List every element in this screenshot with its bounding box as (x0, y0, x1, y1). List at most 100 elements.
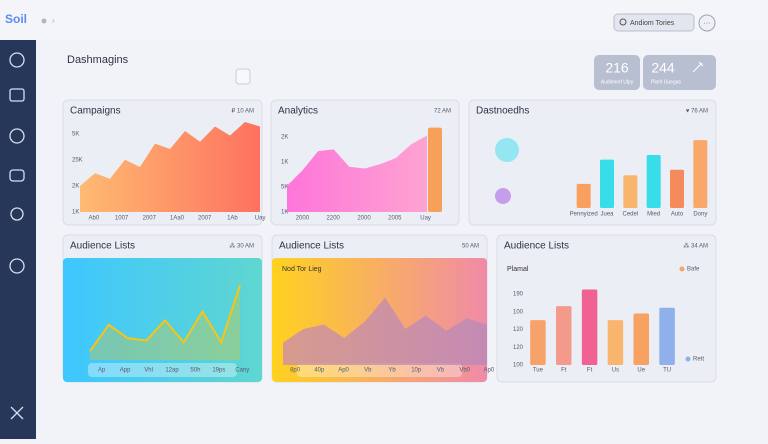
x-axis-label: TU (663, 368, 671, 374)
bar (556, 306, 572, 365)
x-axis-label: App (120, 368, 131, 374)
card-title: Audience Lists (279, 241, 344, 252)
search-text: Andiom Tories (630, 20, 675, 27)
x-axis-label: 1007 (115, 216, 129, 222)
x-axis-label: Uay (255, 216, 266, 222)
bar (530, 320, 546, 365)
legend-label: Rett (693, 357, 704, 363)
legend-swatch (685, 356, 691, 362)
stat-label: Audiened Ulpy (601, 79, 634, 85)
x-axis-label: Vb0 (459, 368, 470, 374)
y-axis-label: 100 (513, 309, 524, 315)
nav-icon[interactable] (9, 169, 25, 182)
y-axis-label: 2K (281, 135, 288, 141)
y-axis-label: 1K (72, 210, 79, 216)
search-icon (619, 18, 627, 26)
x-axis-label: 8p0 (290, 368, 301, 374)
logo: Soil (5, 12, 27, 26)
x-axis-label: Ap (98, 368, 106, 374)
card (496, 234, 717, 383)
line (89, 284, 241, 352)
x-axis-label: Auto (671, 212, 684, 218)
bubble (495, 188, 511, 204)
x-axis-label: Ue (637, 368, 645, 374)
x-axis-label: Vhl (144, 368, 153, 374)
cursor-icon (235, 68, 251, 85)
bar (581, 289, 598, 365)
card-title: Audience Lists (70, 241, 135, 252)
sidebar-icons (9, 52, 25, 420)
search-button[interactable] (613, 13, 695, 32)
bar (600, 159, 614, 208)
x-axis-label: 2005 (388, 216, 402, 222)
y-axis-label: 100 (513, 363, 524, 369)
x-axis-label: Ab0 (89, 216, 100, 222)
x-axis-label: Ap0 (484, 368, 495, 374)
nav-icon[interactable] (9, 128, 25, 144)
card-title: Audience Lists (504, 241, 569, 252)
x-axis-label: Vb (364, 368, 372, 374)
card-subtitle: Plamal (507, 266, 529, 273)
card-background (63, 258, 262, 382)
x-axis-label: Yb (388, 368, 396, 374)
x-axis-label: 50h (190, 368, 200, 374)
x-axis-label: Uay (420, 216, 431, 222)
bar (693, 140, 708, 208)
more-button[interactable] (698, 14, 716, 32)
x-axis-label: 2007 (143, 216, 157, 222)
card-time: 50 AM (462, 244, 479, 250)
x-axis-label: Vb (437, 368, 445, 374)
x-axis-label: 1Aa0 (170, 216, 185, 222)
stat-label: Plarit Uuegas (651, 79, 682, 85)
y-axis-label: 2K (72, 184, 79, 190)
more-icon: ··· (704, 20, 711, 27)
y-axis-label: 1K (281, 210, 288, 216)
stat-value: 216 (605, 60, 629, 76)
x-axis-label: 12ap (165, 368, 179, 374)
y-axis-label: 190 (513, 292, 524, 298)
line-area (90, 285, 240, 360)
x-label-strip (88, 363, 237, 377)
y-axis-label: 5K (281, 185, 288, 191)
card-time: ⁂ 30 AM (229, 244, 254, 250)
stat-value: 244 (651, 60, 675, 76)
y-axis-label: 120 (513, 327, 524, 333)
card-title: Campaigns (70, 106, 121, 117)
area (283, 297, 487, 365)
card-time: ⁂ 34 AM (683, 244, 708, 250)
nav-icon[interactable] (9, 258, 25, 274)
nav-icon[interactable] (9, 88, 25, 102)
nav-icon[interactable] (10, 406, 24, 420)
x-axis-label: 2000 (296, 216, 310, 222)
x-axis-label: 2200 (327, 216, 341, 222)
x-axis-label: Cany (235, 368, 249, 374)
y-axis-label: 25K (72, 158, 83, 164)
x-axis-label: Dony (693, 212, 707, 218)
x-axis-label: Tue (533, 368, 544, 374)
bubble (495, 138, 519, 162)
bar (623, 175, 638, 208)
stat-card (643, 55, 716, 90)
card-time: ₽ 10 AM (232, 108, 255, 115)
x-axis-label: 2007 (198, 216, 212, 222)
area (287, 135, 427, 212)
x-axis-label: Ft (561, 368, 567, 374)
nav-icon[interactable] (9, 52, 25, 68)
highlight-bar (428, 127, 442, 212)
bar (659, 307, 675, 365)
x-axis-label: Mied (647, 212, 660, 218)
x-axis-label: Cedel (622, 212, 638, 218)
dot (41, 18, 47, 24)
x-axis-label: 10p (411, 368, 422, 374)
bar (646, 154, 661, 208)
bar (670, 169, 684, 208)
x-axis-label: Pennyized (570, 212, 598, 218)
bar (607, 320, 624, 365)
nav-icon[interactable] (10, 207, 24, 221)
x-axis-label: 2000 (357, 216, 371, 222)
x-axis-label: Us (612, 368, 619, 374)
chevron: › (52, 16, 55, 25)
sidebar (0, 40, 36, 439)
